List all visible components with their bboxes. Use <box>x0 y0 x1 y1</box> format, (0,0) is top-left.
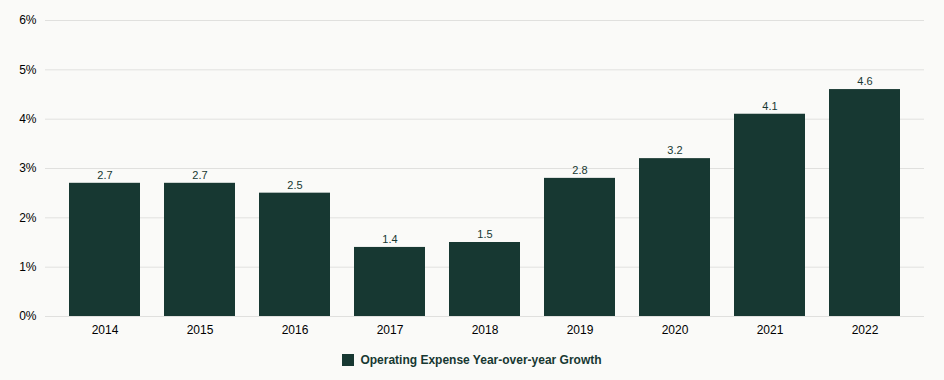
svg-text:2.7: 2.7 <box>192 169 207 181</box>
svg-text:2017: 2017 <box>377 323 404 337</box>
svg-text:4.1: 4.1 <box>762 100 777 112</box>
svg-text:0%: 0% <box>19 309 37 323</box>
svg-text:1%: 1% <box>19 260 37 274</box>
svg-text:2.8: 2.8 <box>572 164 587 176</box>
svg-text:2014: 2014 <box>92 323 119 337</box>
svg-text:6%: 6% <box>19 13 37 27</box>
svg-text:3.2: 3.2 <box>667 144 682 156</box>
svg-text:2018: 2018 <box>472 323 499 337</box>
svg-text:2.5: 2.5 <box>287 179 302 191</box>
svg-text:2019: 2019 <box>567 323 594 337</box>
html-text:Operating Expense Year-over-ye: Operating Expense Year-over-year Growth <box>360 353 602 367</box>
svg-text:2020: 2020 <box>662 323 689 337</box>
svg-text:4.6: 4.6 <box>857 75 872 87</box>
svg-text:1.5: 1.5 <box>477 228 492 240</box>
svg-text:2%: 2% <box>19 211 37 225</box>
svg-text:2015: 2015 <box>187 323 214 337</box>
svg-text:2016: 2016 <box>282 323 309 337</box>
svg-text:4%: 4% <box>19 112 37 126</box>
svg-text:2022: 2022 <box>852 323 879 337</box>
svg-text:5%: 5% <box>19 63 37 77</box>
svg-text:3%: 3% <box>19 161 37 175</box>
svg-text:2021: 2021 <box>757 323 784 337</box>
svg-text:2.7: 2.7 <box>97 169 112 181</box>
svg-text:1.4: 1.4 <box>382 233 397 245</box>
